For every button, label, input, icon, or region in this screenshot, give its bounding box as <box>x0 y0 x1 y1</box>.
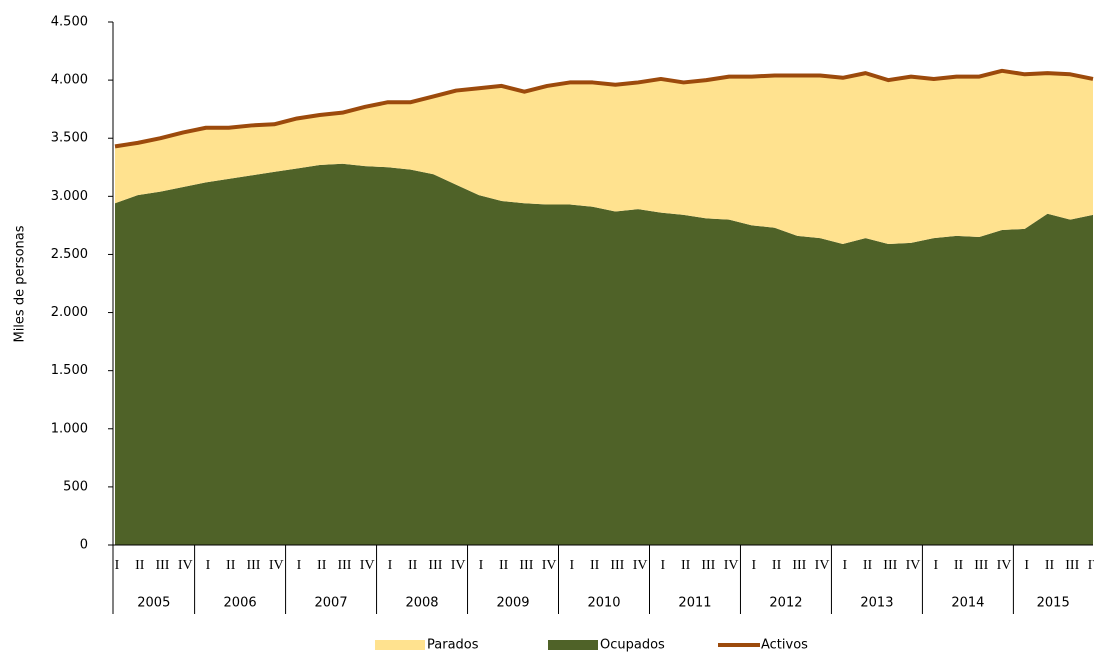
x-tick-label: I <box>115 558 120 573</box>
x-tick-label: IV <box>724 558 739 573</box>
x-tick-label: II <box>590 558 600 573</box>
year-label: 2007 <box>315 596 348 611</box>
y-tick-label: 4.500 <box>51 15 88 30</box>
x-tick-label: III <box>974 558 988 573</box>
x-tick-label: III <box>883 558 897 573</box>
x-tick-label: II <box>954 558 964 573</box>
y-tick-label: 3.500 <box>51 131 88 146</box>
x-tick-label: III <box>246 558 260 573</box>
area-parados <box>115 70 1093 244</box>
x-tick-label: II <box>226 558 236 573</box>
x-tick-label: IV <box>451 558 466 573</box>
line-activos <box>114 68 1094 149</box>
x-tick-label: III <box>610 558 624 573</box>
x-tick-label: IV <box>906 558 921 573</box>
x-tick-label: I <box>752 558 757 573</box>
y-tick-label: 2.000 <box>51 305 88 320</box>
x-tick-label: IV <box>815 558 830 573</box>
legend-swatch <box>548 640 598 650</box>
x-tick-label: III <box>428 558 442 573</box>
y-tick-label: 1.500 <box>51 363 88 378</box>
year-label: 2014 <box>951 596 984 611</box>
x-tick-label: IV <box>360 558 375 573</box>
x-tick-label: IV <box>997 558 1012 573</box>
x-tick-label: II <box>499 558 509 573</box>
x-tick-label: II <box>1045 558 1055 573</box>
area-ocupados <box>115 163 1093 545</box>
x-tick-label: II <box>408 558 418 573</box>
x-tick-label: IV <box>269 558 284 573</box>
x-tick-label: I <box>842 558 847 573</box>
x-tick-label: II <box>863 558 873 573</box>
x-tick-label: III <box>1065 558 1079 573</box>
x-tick-label: I <box>297 558 302 573</box>
year-label: 2011 <box>678 596 711 611</box>
x-tick-label: IV <box>542 558 557 573</box>
year-label: 2006 <box>224 596 257 611</box>
y-tick-label: 0 <box>80 538 88 553</box>
x-tick-label: II <box>135 558 145 573</box>
year-label: 2009 <box>496 596 529 611</box>
y-tick-label: 2.500 <box>51 247 88 262</box>
x-tick-label: IV <box>633 558 648 573</box>
y-tick-label: 1.000 <box>51 421 88 436</box>
x-tick-label: II <box>681 558 691 573</box>
legend-label: Activos <box>761 638 808 653</box>
x-tick-label: II <box>317 558 327 573</box>
x-tick-label: II <box>772 558 782 573</box>
year-label: 2005 <box>137 596 170 611</box>
x-tick-label: III <box>519 558 533 573</box>
legend-label: Parados <box>427 638 479 653</box>
x-tick-label: I <box>479 558 484 573</box>
x-tick-label: I <box>1024 558 1029 573</box>
y-axis-label: Miles de personas <box>13 225 28 342</box>
x-tick-label: III <box>337 558 351 573</box>
x-tick-label: III <box>155 558 169 573</box>
year-label: 2010 <box>587 596 620 611</box>
x-tick-label: I <box>933 558 938 573</box>
y-tick-label: 3.000 <box>51 189 88 204</box>
y-tick-label: 500 <box>63 479 88 494</box>
x-tick-label: I <box>206 558 211 573</box>
x-tick-label: IV <box>178 558 193 573</box>
x-tick-label: III <box>701 558 715 573</box>
y-tick-label: 4.000 <box>51 73 88 88</box>
year-label: 2013 <box>860 596 893 611</box>
year-label: 2012 <box>769 596 802 611</box>
legend-swatch <box>375 640 425 650</box>
year-label: 2015 <box>1037 596 1070 611</box>
year-label: 2008 <box>405 596 438 611</box>
x-tick-label: I <box>661 558 666 573</box>
x-tick-label: III <box>792 558 806 573</box>
legend-label: Ocupados <box>600 638 665 653</box>
x-tick-label: IV <box>1088 558 1094 573</box>
x-tick-label: I <box>570 558 575 573</box>
x-tick-label: I <box>388 558 393 573</box>
